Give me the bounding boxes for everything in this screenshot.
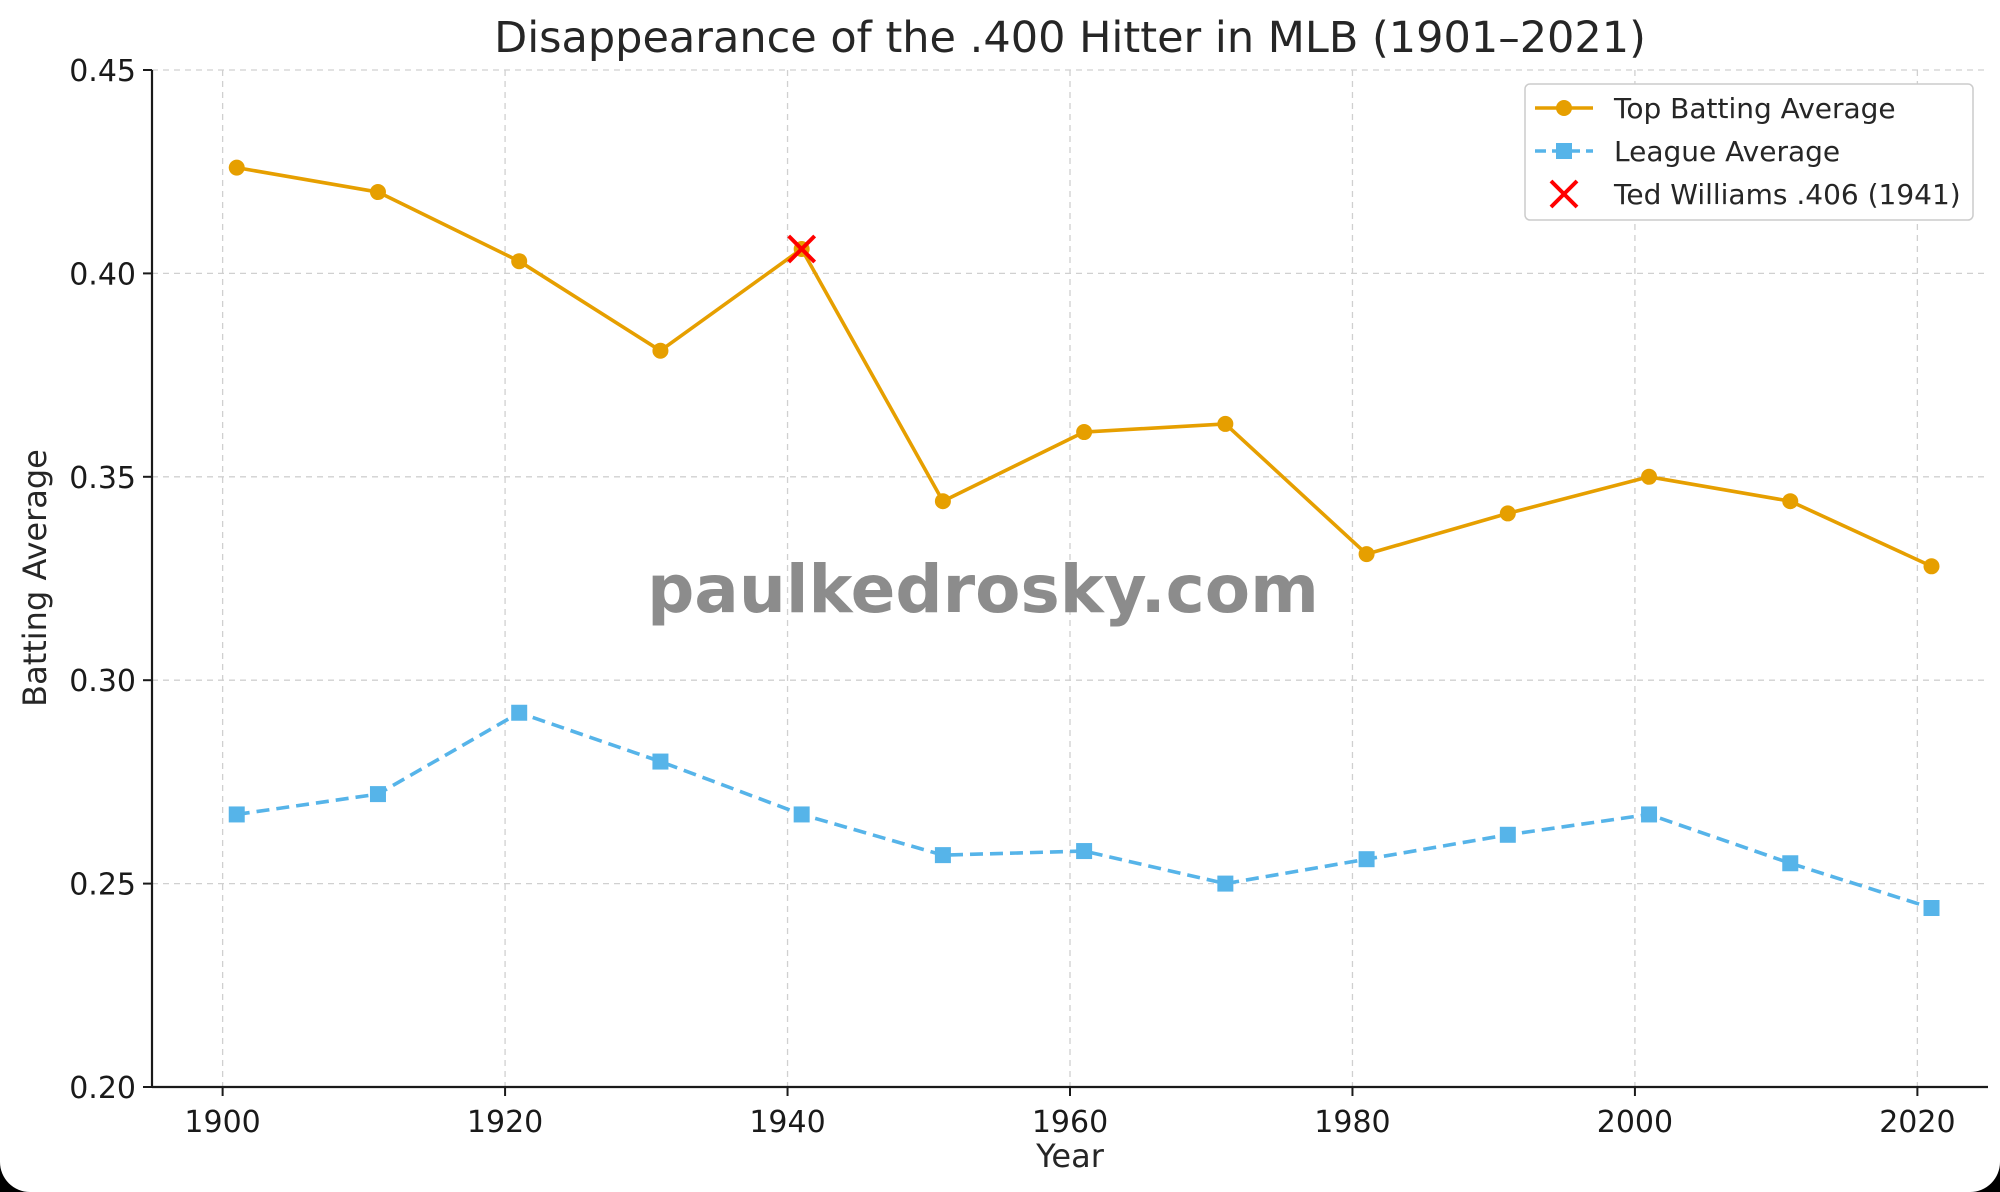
legend-item: Top Batting Average (1535, 92, 1896, 125)
x-tick-label: 1960 (1032, 1105, 1108, 1140)
x-tick-label: 1900 (184, 1105, 260, 1140)
legend-marker (1549, 179, 1579, 209)
y-tick-label: 0.35 (69, 461, 136, 496)
data-point (652, 342, 669, 359)
data-point (1358, 851, 1375, 868)
data-point (228, 159, 245, 176)
x-axis-label: Year (1035, 1137, 1105, 1175)
data-point (228, 806, 245, 823)
data-point (369, 786, 386, 803)
y-tick-label: 0.25 (69, 868, 136, 903)
data-point (511, 253, 528, 270)
data-point (1358, 546, 1375, 563)
series-1 (228, 159, 1940, 575)
legend-label: Top Batting Average (1613, 92, 1896, 125)
series-layer (228, 159, 1940, 917)
legend-item: League Average (1535, 135, 1840, 168)
x-axis-ticks: 1900 1920 1940 1960 1980 2000 2020 (184, 1087, 1956, 1140)
legend-marker (1556, 100, 1572, 116)
y-axis-ticks: 0.20 0.25 0.30 0.35 0.40 0.45 (69, 54, 152, 1106)
data-point (1923, 900, 1940, 917)
x-tick-label: 2020 (1879, 1105, 1955, 1140)
x-tick-label: 2000 (1597, 1105, 1673, 1140)
chart-title: Disappearance of the .400 Hitter in MLB … (494, 13, 1646, 63)
data-point (369, 184, 386, 201)
highlight-layer (787, 234, 817, 264)
legend: Top Batting Average League Average Ted Wil… (1524, 83, 1974, 221)
data-point (1076, 424, 1093, 441)
data-point (1923, 558, 1940, 575)
legend-box (1524, 83, 1974, 221)
x-tick-label: 1980 (1314, 1105, 1390, 1140)
data-point (1499, 505, 1516, 522)
legend-label: Ted Williams .406 (1941) (1613, 178, 1961, 211)
data-point (1217, 415, 1234, 432)
highlight-x-stroke (787, 234, 817, 264)
y-tick-label: 0.45 (69, 54, 136, 89)
highlight-marker (787, 234, 817, 264)
data-point (1217, 875, 1234, 892)
y-tick-label: 0.40 (69, 257, 136, 292)
x-tick-label: 1920 (467, 1105, 543, 1140)
grid (152, 69, 1988, 1088)
data-point (511, 704, 528, 721)
watermark: paulkedrosky.com (647, 551, 1319, 628)
series-line (236, 710, 1933, 910)
data-point (1782, 855, 1799, 872)
y-tick-label: 0.30 (69, 664, 136, 699)
series-line (236, 165, 1933, 568)
data-point (934, 493, 951, 510)
series-2 (228, 704, 1940, 917)
legend-item: Ted Williams .406 (1941) (1549, 178, 1961, 211)
data-point (1641, 806, 1658, 823)
data-point (1076, 843, 1093, 860)
y-axis-label: Batting Average (16, 449, 54, 707)
data-point (1782, 493, 1799, 510)
x-tick-label: 1940 (749, 1105, 825, 1140)
legend-marker (1556, 143, 1572, 159)
data-point (652, 753, 669, 770)
legend-label: League Average (1614, 135, 1840, 168)
data-point (793, 806, 810, 823)
data-point (1499, 826, 1516, 843)
y-tick-label: 0.20 (69, 1071, 136, 1106)
data-point (934, 847, 951, 864)
data-point (1641, 468, 1658, 485)
